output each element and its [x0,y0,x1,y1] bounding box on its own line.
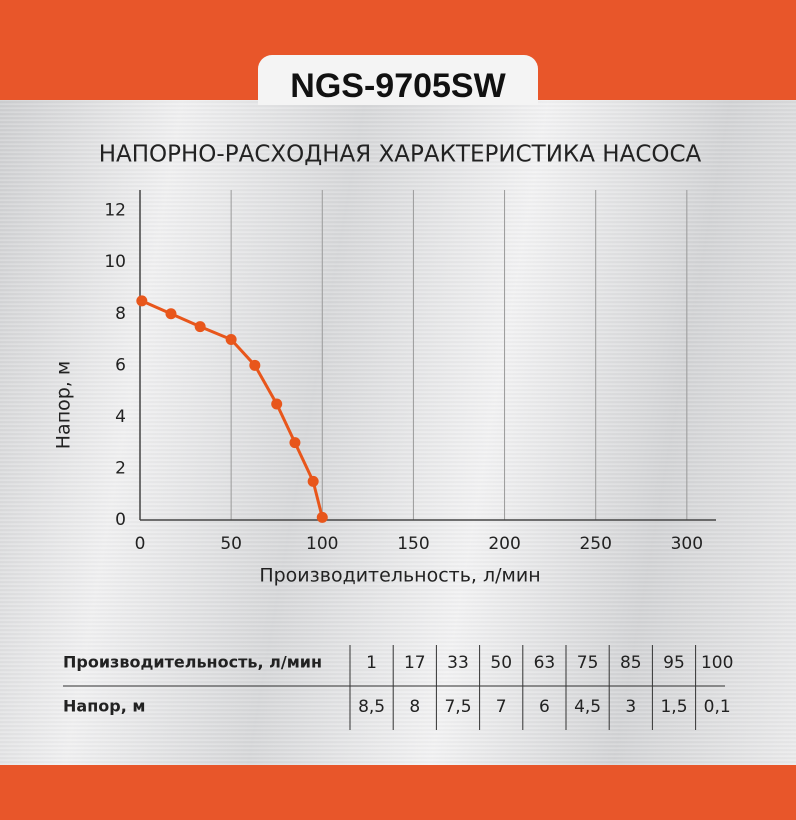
table-cell: 7,5 [444,697,471,717]
y-tick-label: 12 [104,201,126,221]
x-tick-label: 300 [671,534,703,554]
x-tick-label: 200 [488,534,520,554]
table-cell: 63 [534,653,556,673]
point [307,475,319,487]
x-tick-label: 50 [220,534,242,554]
table-cell: 8,5 [358,697,385,717]
x-tick-label: 100 [306,534,338,554]
table-row-header: Напор, м [63,697,145,716]
y-tick-label: 4 [115,407,126,427]
table-cell: 1,5 [660,697,687,717]
table-cell: 95 [663,653,685,673]
x-tick-label: 0 [135,534,146,554]
background-panel [0,100,796,765]
table-cell: 8 [409,697,420,717]
x-tick-label: 250 [579,534,611,554]
table-cell: 4,5 [574,697,601,717]
table-cell: 33 [447,653,469,673]
table-cell: 17 [404,653,426,673]
table-cell: 7 [496,697,507,717]
y-tick-label: 0 [115,510,126,530]
y-axis-label: Напор, м [53,361,75,449]
point [165,308,177,320]
table-row-header: Производительность, л/мин [63,653,322,672]
series-line [141,299,324,518]
point [136,295,148,307]
point [316,511,328,523]
y-tick-label: 2 [115,458,126,478]
y-tick-label: 6 [115,355,126,375]
x-axis-label: Производительность, л/мин [259,565,540,587]
point [249,359,261,371]
point [271,398,283,410]
table-cell: 75 [577,653,599,673]
table-cell: 6 [539,697,550,717]
y-tick-label: 10 [104,252,126,272]
table-cell: 3 [625,697,636,717]
point [225,334,237,346]
y-tick-label: 8 [115,304,126,324]
table-cell: 100 [701,653,733,673]
table-cell: 1 [366,653,377,673]
table-cell: 85 [620,653,642,673]
point [289,437,301,449]
table-cell: 0,1 [704,697,731,717]
point [194,321,206,333]
x-tick-label: 150 [397,534,429,554]
chart-title: НАПОРНО-РАСХОДНАЯ ХАРАКТЕРИСТИКА НАСОСА [99,142,702,168]
model-tab: NGS-9705SW [258,55,538,105]
table-cell: 50 [490,653,512,673]
